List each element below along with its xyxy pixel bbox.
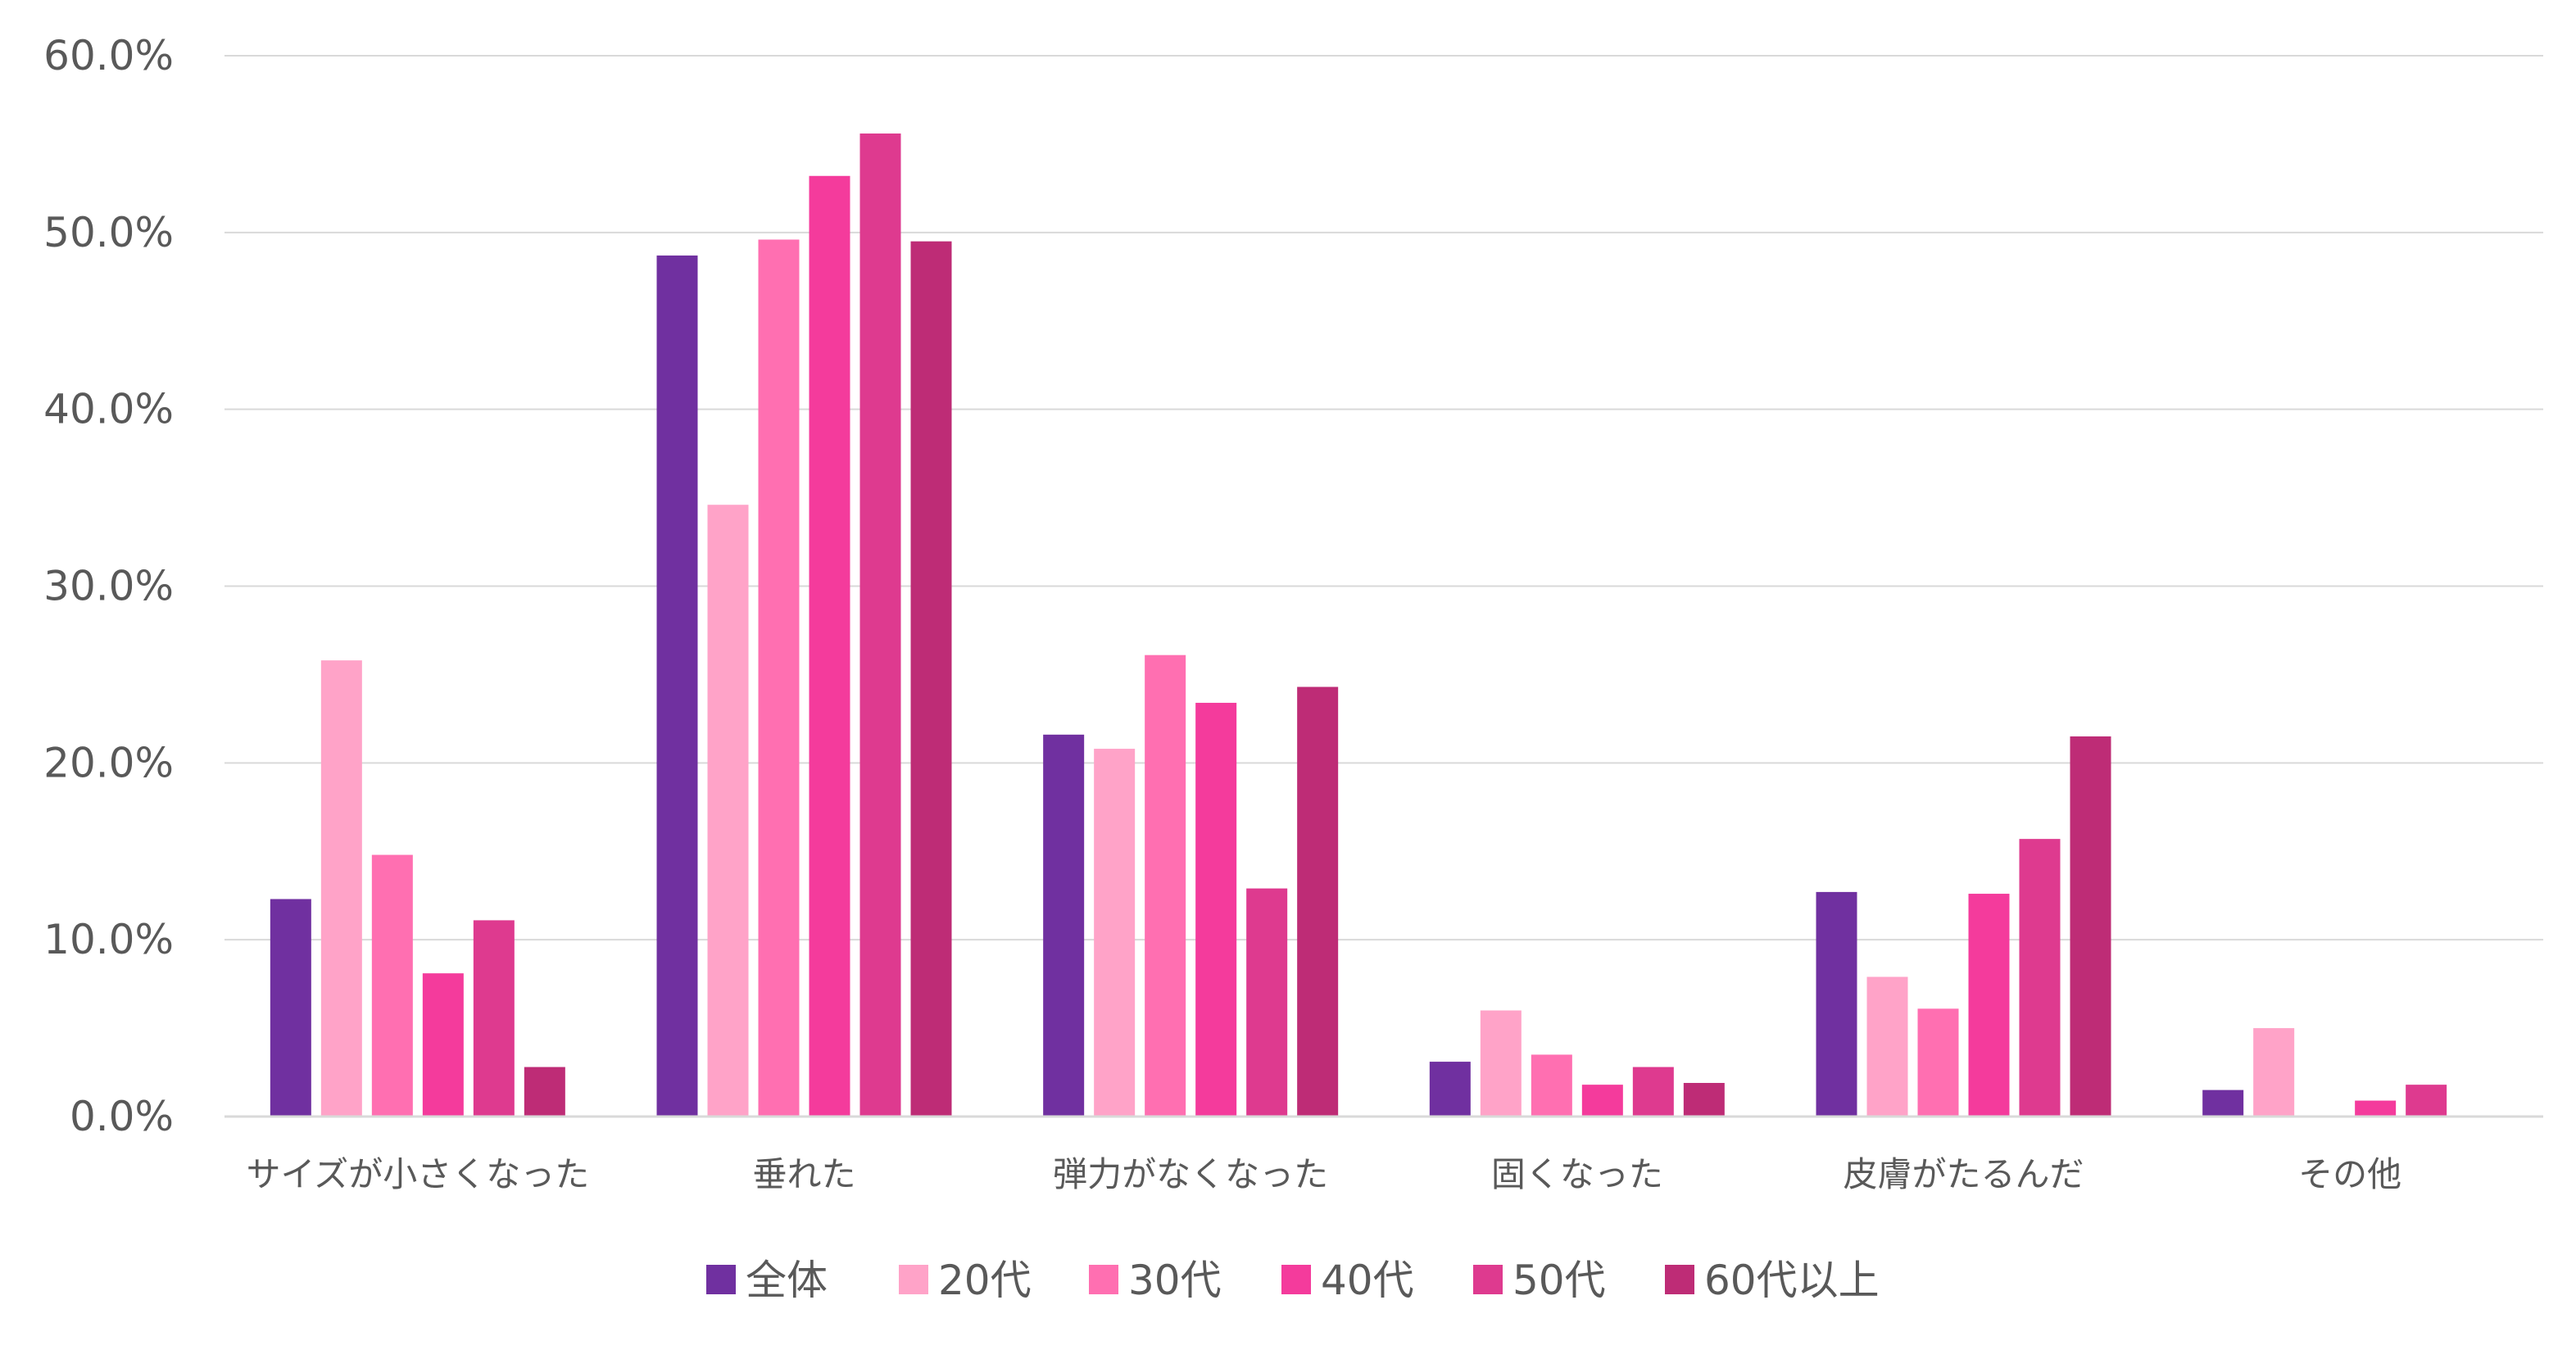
bar <box>2070 736 2111 1117</box>
bar <box>758 239 800 1117</box>
legend-label: 20代 <box>938 1257 1032 1304</box>
legend-item: 50代 <box>1473 1257 1606 1304</box>
x-category-label: 弾力がなくなった <box>1053 1154 1328 1194</box>
y-tick-label: 30.0% <box>43 563 174 610</box>
legend-label: 全体 <box>746 1257 828 1304</box>
y-tick-label: 50.0% <box>43 209 174 256</box>
bar <box>1094 749 1136 1117</box>
bar <box>1145 655 1186 1117</box>
y-tick-label: 20.0% <box>43 739 174 786</box>
legend-item: 全体 <box>706 1257 828 1304</box>
bar <box>1531 1054 1572 1117</box>
bar <box>2253 1028 2295 1117</box>
legend: 全体 20代 30代 40代 50代 60代以上 <box>706 1257 1880 1304</box>
bar <box>2355 1100 2397 1117</box>
legend-item: 40代 <box>1281 1257 1414 1304</box>
bar <box>2019 839 2061 1117</box>
legend-swatch <box>706 1265 736 1294</box>
x-category-label: 固くなった <box>1491 1154 1663 1194</box>
bar <box>2406 1085 2447 1117</box>
y-tick-label: 0.0% <box>70 1093 174 1140</box>
legend-label: 30代 <box>1128 1257 1222 1304</box>
legend-swatch <box>899 1265 928 1294</box>
gridlines <box>224 55 2543 941</box>
legend-label: 40代 <box>1321 1257 1414 1304</box>
bar <box>1297 686 1339 1117</box>
legend-swatch <box>1473 1265 1503 1294</box>
bar <box>1581 1085 1623 1117</box>
bar <box>1195 702 1237 1117</box>
bar <box>809 175 850 1117</box>
bar <box>859 133 901 1117</box>
bar <box>270 899 311 1117</box>
bar <box>422 973 464 1117</box>
y-axis-tick-labels: 0.0% 10.0% 20.0% 30.0% 40.0% 50.0% 60.0% <box>43 32 174 1140</box>
bar <box>656 255 698 1117</box>
bars <box>270 133 2447 1117</box>
x-category-label: その他 <box>2298 1154 2401 1194</box>
x-category-label: 垂れた <box>752 1154 855 1194</box>
bar <box>1816 891 1857 1117</box>
bar <box>1429 1062 1471 1117</box>
bar <box>707 505 749 1117</box>
x-category-label: サイズが小さくなった <box>246 1154 589 1194</box>
legend-swatch <box>1665 1265 1694 1294</box>
x-axis-category-labels: サイズが小さくなった 垂れた 弾力がなくなった 固くなった 皮膚がたるんだ その他 <box>246 1154 2401 1194</box>
bar <box>320 660 362 1117</box>
bar <box>1632 1067 1674 1117</box>
bar <box>1480 1010 1522 1117</box>
legend-item: 20代 <box>899 1257 1032 1304</box>
bar <box>371 854 413 1117</box>
y-tick-label: 60.0% <box>43 32 174 79</box>
bar <box>524 1067 565 1117</box>
bar <box>1866 976 1908 1117</box>
bar <box>1917 1008 1959 1117</box>
y-tick-label: 10.0% <box>43 916 174 963</box>
legend-swatch <box>1089 1265 1118 1294</box>
bar <box>1043 734 1085 1117</box>
bar <box>1683 1082 1725 1117</box>
bar <box>1968 894 2010 1117</box>
bar <box>910 241 952 1117</box>
legend-swatch <box>1281 1265 1311 1294</box>
y-tick-label: 40.0% <box>43 386 174 433</box>
legend-label: 60代以上 <box>1704 1257 1880 1304</box>
legend-label: 50代 <box>1512 1257 1606 1304</box>
legend-item: 30代 <box>1089 1257 1222 1304</box>
x-category-label: 皮膚がたるんだ <box>1843 1154 2084 1194</box>
legend-item: 60代以上 <box>1665 1257 1880 1304</box>
bar <box>1246 888 1288 1117</box>
bar <box>473 920 515 1117</box>
bar <box>2202 1089 2244 1117</box>
